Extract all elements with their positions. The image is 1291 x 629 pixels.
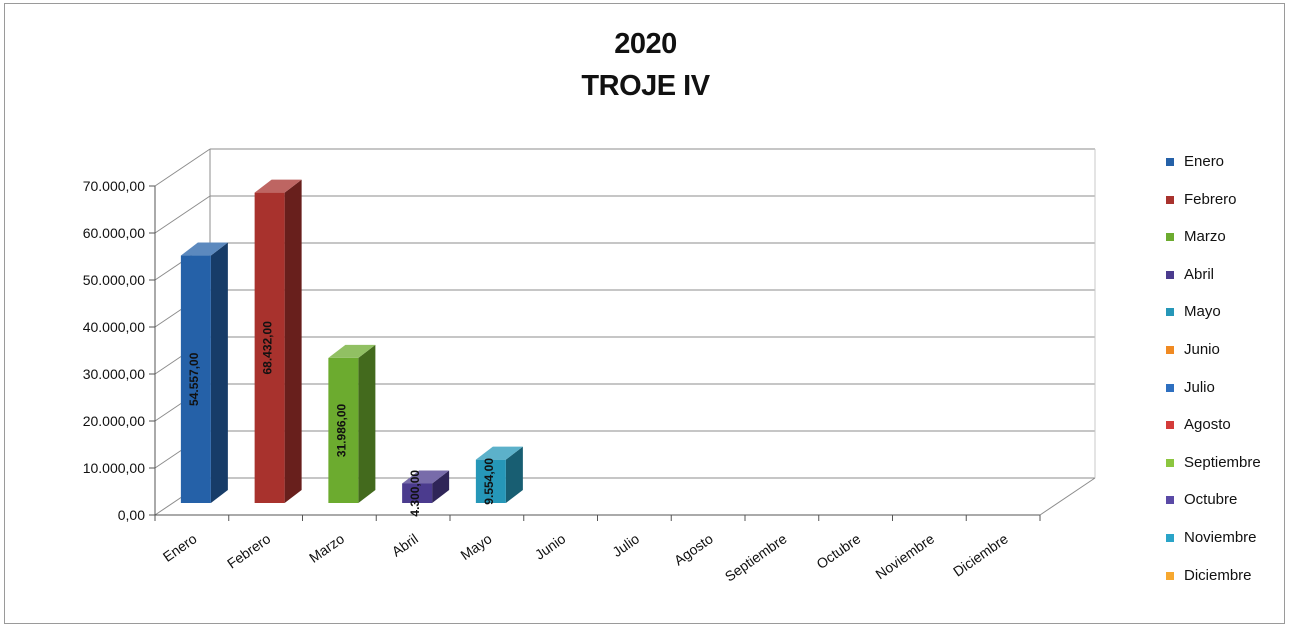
bar-enero bbox=[180, 255, 211, 503]
bar-side-enero bbox=[210, 242, 228, 503]
bar-mayo bbox=[475, 459, 506, 503]
bar-abril bbox=[402, 483, 433, 503]
bar-top-mayo bbox=[475, 446, 523, 460]
wall-gridline-side bbox=[154, 195, 211, 234]
legend-swatch bbox=[1166, 421, 1174, 430]
legend-label: Noviembre bbox=[1184, 529, 1257, 546]
bar-febrero bbox=[254, 192, 285, 504]
y-tick-label: 50.000,00 bbox=[83, 272, 145, 288]
bar-side-febrero bbox=[284, 179, 302, 504]
y-tick-label: 30.000,00 bbox=[83, 366, 145, 382]
legend-swatch bbox=[1166, 346, 1174, 354]
floor-right-edge bbox=[1039, 477, 1096, 516]
legend-swatch bbox=[1166, 233, 1174, 242]
wall-gridline-side bbox=[154, 148, 211, 187]
legend-swatch bbox=[1166, 458, 1174, 467]
x-tick-label: Julio bbox=[609, 530, 642, 560]
legend-label: Junio bbox=[1184, 341, 1220, 358]
x-tick-label: Agosto bbox=[671, 530, 716, 568]
data-label: 9.554,00 bbox=[482, 458, 496, 505]
bar-top-enero bbox=[180, 242, 228, 256]
data-label: 54.557,00 bbox=[187, 352, 201, 406]
data-label: 68.432,00 bbox=[261, 321, 275, 375]
x-tick-label: Noviembre bbox=[872, 530, 937, 582]
legend-label: Julio bbox=[1184, 378, 1215, 396]
chart-title: 2020 bbox=[614, 28, 677, 60]
y-tick-label: 70.000,00 bbox=[83, 178, 145, 194]
legend-label: Diciembre bbox=[1184, 566, 1252, 584]
x-tick-label: Octubre bbox=[813, 530, 863, 572]
legend-label: Agosto bbox=[1184, 416, 1231, 434]
chart-subtitle: TROJE IV bbox=[581, 70, 710, 102]
y-tick-label: 10.000,00 bbox=[83, 460, 145, 476]
legend-swatch bbox=[1166, 496, 1174, 505]
x-tick-label: Abril bbox=[389, 530, 421, 559]
legend-swatch bbox=[1166, 195, 1174, 204]
x-tick-label: Septiembre bbox=[722, 530, 790, 584]
bar-side-mayo bbox=[505, 446, 523, 503]
bar-top-abril bbox=[402, 470, 450, 484]
legend-swatch bbox=[1166, 308, 1174, 317]
legend-swatch bbox=[1166, 534, 1174, 542]
legend-label: Octubre bbox=[1184, 491, 1238, 509]
x-tick-label: Febrero bbox=[224, 530, 274, 571]
y-tick-label: 40.000,00 bbox=[83, 319, 145, 335]
x-tick-label: Enero bbox=[160, 530, 200, 565]
legend-label: Enero bbox=[1184, 153, 1225, 170]
bar-side-marzo bbox=[358, 344, 376, 503]
x-tick-label: Mayo bbox=[457, 530, 494, 563]
legend-label: Marzo bbox=[1184, 228, 1226, 246]
bar-top-febrero bbox=[254, 179, 302, 193]
legend-swatch bbox=[1166, 383, 1174, 392]
data-label: 4.300,00 bbox=[408, 470, 422, 517]
legend-swatch bbox=[1166, 158, 1174, 166]
y-tick-label: 20.000,00 bbox=[83, 413, 145, 429]
legend-label: Mayo bbox=[1184, 303, 1221, 321]
bar-side-abril bbox=[432, 470, 450, 503]
data-label: 31.986,00 bbox=[334, 403, 348, 457]
legend-swatch bbox=[1166, 270, 1174, 279]
bar-marzo bbox=[328, 357, 359, 503]
legend-label: Febrero bbox=[1184, 190, 1237, 208]
x-tick-label: Marzo bbox=[306, 530, 347, 566]
y-tick-label: 0,00 bbox=[118, 507, 145, 523]
x-tick-label: Junio bbox=[532, 530, 569, 562]
y-tick-label: 60.000,00 bbox=[83, 225, 145, 241]
bar-top-marzo bbox=[328, 344, 376, 358]
legend-label: Septiembre bbox=[1184, 453, 1261, 471]
legend-label: Abril bbox=[1184, 265, 1215, 283]
legend-swatch bbox=[1166, 571, 1174, 580]
x-tick-label: Diciembre bbox=[950, 530, 1011, 579]
